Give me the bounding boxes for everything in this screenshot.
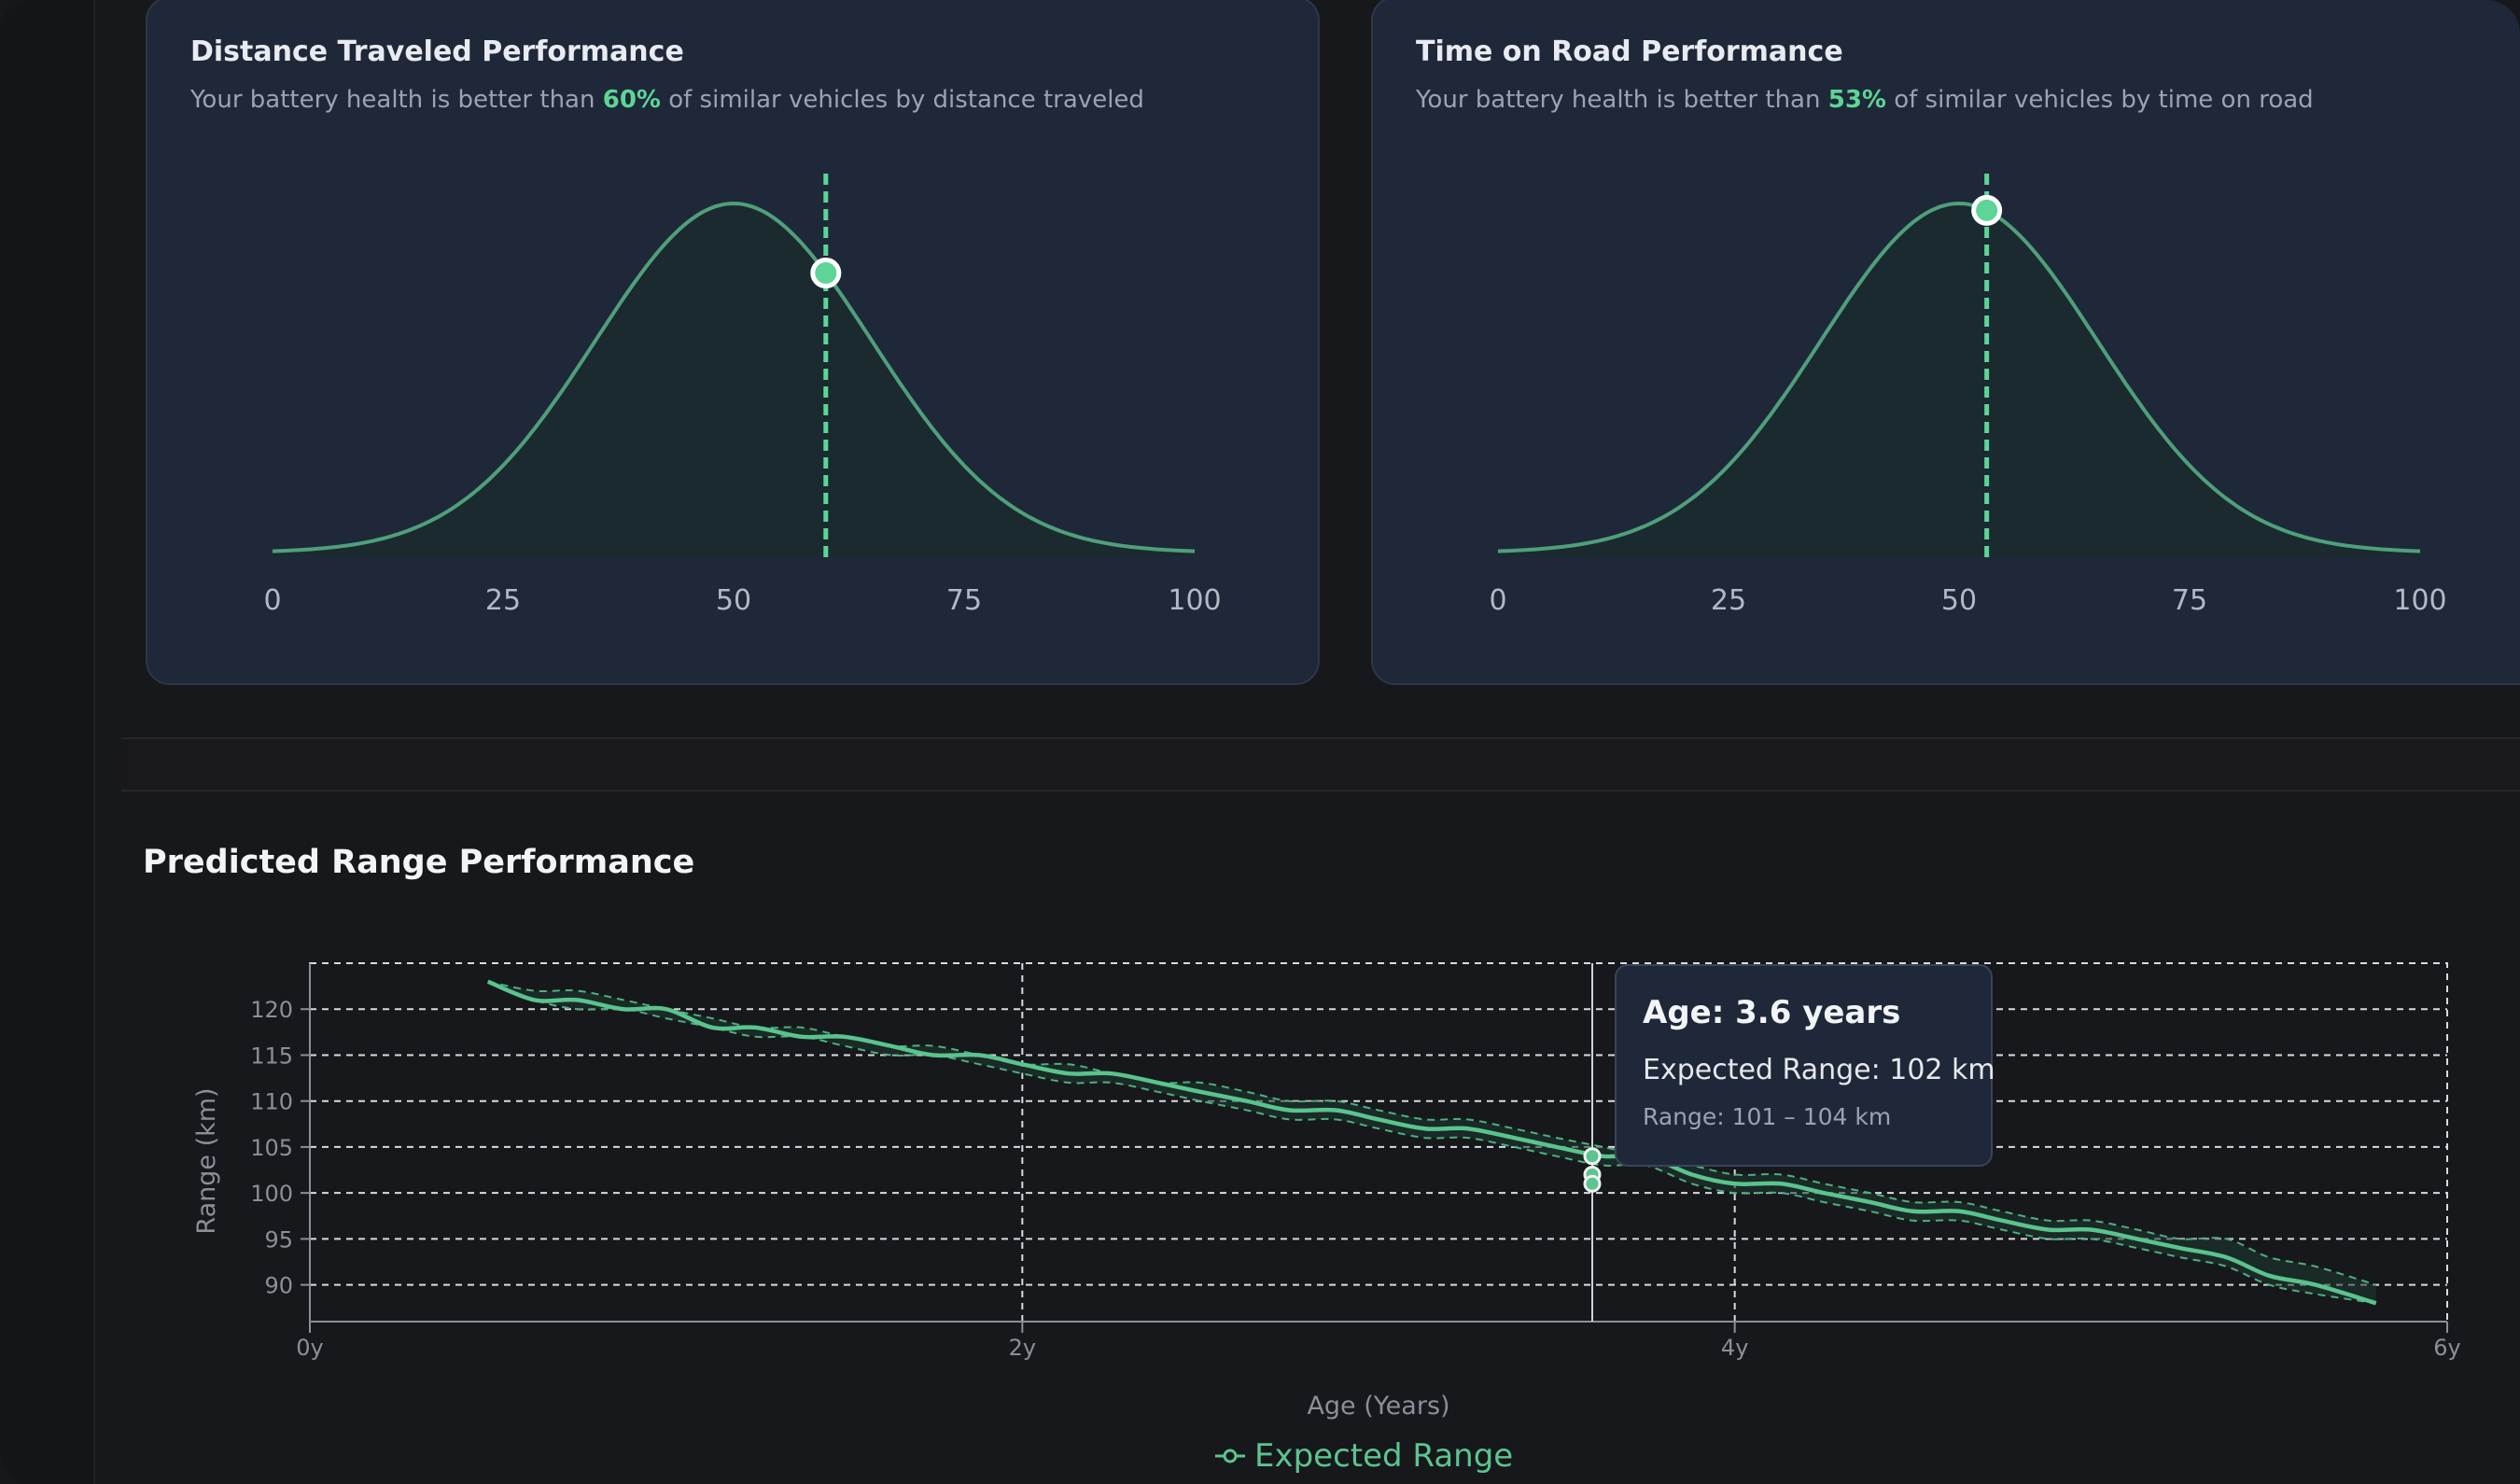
legend-label: Expected Range bbox=[1254, 1437, 1514, 1475]
chart-grid-border bbox=[309, 962, 2448, 1323]
distance-subtitle-before: Your battery health is better than bbox=[190, 86, 603, 114]
expected-range-line bbox=[486, 979, 2377, 1306]
distance-subtitle-after: of similar vehicles by distance traveled bbox=[660, 86, 1144, 114]
legend-line-dot-icon bbox=[1215, 1449, 1245, 1463]
time-card-title: Time on Road Performance bbox=[1416, 35, 1843, 68]
chart-tooltip: Age: 3.6 years Expected Range: 102 km Ra… bbox=[1615, 964, 1995, 1167]
hover-point-0 bbox=[1583, 1147, 1602, 1166]
tooltip-expected-range: Expected Range: 102 km bbox=[1643, 1054, 1995, 1086]
distance-tick-label-3: 75 bbox=[946, 584, 982, 617]
distance-tick-label-2: 50 bbox=[716, 584, 751, 617]
time-tick-label-2: 50 bbox=[1941, 584, 1977, 617]
distance-tick-label-4: 100 bbox=[1168, 584, 1221, 617]
x-tick-label-3: 6y bbox=[2433, 1335, 2460, 1361]
time-marker-dot bbox=[1971, 194, 2003, 226]
tooltip-title: Age: 3.6 years bbox=[1643, 994, 1901, 1031]
distance-card-title: Distance Traveled Performance bbox=[190, 35, 684, 68]
time-subtitle-before: Your battery health is better than bbox=[1416, 86, 1828, 114]
y-tick-label-3: 105 bbox=[250, 1135, 293, 1161]
time-percent: 53% bbox=[1827, 86, 1886, 114]
distance-traveled-card: 0 25 50 75 100 Distance Traveled Performance… bbox=[146, 0, 1320, 685]
distance-percent: 60% bbox=[602, 86, 661, 114]
y-tick-label-4: 110 bbox=[250, 1089, 293, 1115]
x-tick-label-0: 0y bbox=[296, 1335, 323, 1361]
x-tick-label-2: 4y bbox=[1721, 1335, 1748, 1361]
distance-tick-label-0: 0 bbox=[263, 584, 281, 617]
time-subtitle-after: of similar vehicles by time on road bbox=[1885, 86, 2314, 114]
time-distribution-curve bbox=[1497, 201, 2421, 553]
distance-distribution-chart: 0 25 50 75 100 bbox=[263, 174, 1222, 617]
range-band-upper bbox=[487, 980, 2376, 1286]
time-distribution-chart: 0 25 50 75 100 bbox=[1489, 174, 2447, 617]
distance-marker-dot bbox=[810, 258, 842, 289]
hover-point-2 bbox=[1583, 1174, 1602, 1193]
x-axis-label: Age (Years) bbox=[1307, 1392, 1449, 1421]
time-on-road-card: 0 25 50 75 100 Time on Road Performance Your… bbox=[1371, 0, 2520, 685]
y-tick-label-5: 115 bbox=[250, 1043, 293, 1069]
tooltip-range: Range: 101 – 104 km bbox=[1643, 1103, 1892, 1130]
time-tick-label-4: 100 bbox=[2393, 584, 2446, 617]
section-divider bbox=[121, 737, 2520, 791]
y-tick-label-6: 120 bbox=[250, 997, 293, 1023]
time-card-subtitle: Your battery health is better than 53% o… bbox=[1416, 86, 2314, 114]
chart-legend[interactable]: Expected Range bbox=[1213, 1435, 1513, 1477]
x-tick-label-1: 2y bbox=[1009, 1335, 1036, 1361]
distance-tick-label-1: 25 bbox=[485, 584, 521, 617]
time-tick-label-1: 25 bbox=[1711, 584, 1746, 617]
y-tick-label-2: 100 bbox=[250, 1181, 293, 1207]
distance-card-subtitle: Your battery health is better than 60% o… bbox=[190, 86, 1144, 114]
y-axis-label: Range (km) bbox=[192, 1087, 221, 1234]
side-rail bbox=[0, 0, 95, 1484]
time-tick-label-3: 75 bbox=[2172, 584, 2207, 617]
y-tick-label-1: 95 bbox=[264, 1226, 293, 1253]
time-tick-label-0: 0 bbox=[1489, 584, 1506, 617]
y-tick-label-0: 90 bbox=[264, 1273, 293, 1299]
range-section-title: Predicted Range Performance bbox=[143, 844, 695, 881]
distance-distribution-curve bbox=[272, 201, 1196, 553]
